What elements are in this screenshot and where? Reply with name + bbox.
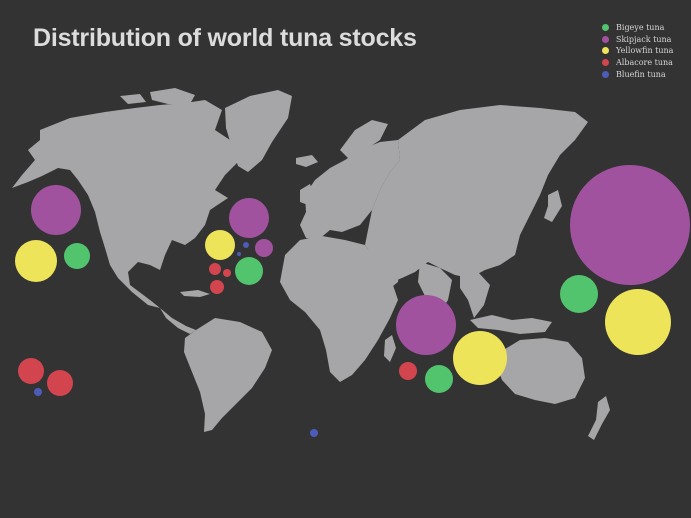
- maritime-southeast-asia: [470, 315, 552, 334]
- asia: [365, 105, 588, 282]
- canadian-arctic-islands: [120, 88, 195, 104]
- legend-label-bigeye: Bigeye tuna: [616, 23, 665, 33]
- bubble-skipjack-atlantic-small: [255, 239, 273, 257]
- legend-label-albacore: Albacore tuna: [616, 58, 673, 68]
- bubble-yellowfin-west-pacific: [605, 289, 671, 355]
- arabian-peninsula: [365, 248, 400, 290]
- landmasses: [12, 88, 610, 440]
- tuna-stock-bubbles: [15, 165, 690, 437]
- bubble-albacore-indian: [399, 362, 417, 380]
- madagascar: [384, 335, 396, 362]
- legend-label-skipjack: Skipjack tuna: [616, 34, 672, 44]
- chart-title: Distribution of world tuna stocks: [33, 24, 417, 52]
- legend: Bigeye tuna Skipjack tuna Yellowfin tuna…: [602, 22, 673, 80]
- bubble-skipjack-east-pacific: [31, 185, 81, 235]
- legend-item-yellowfin: Yellowfin tuna: [602, 45, 673, 57]
- bubble-albacore-atlantic-3: [210, 280, 224, 294]
- bubble-albacore-south-pacific-1: [18, 358, 44, 384]
- japan: [544, 190, 562, 222]
- legend-swatch-albacore: [602, 59, 609, 67]
- legend-swatch-skipjack: [602, 35, 609, 43]
- north-america: [12, 100, 240, 308]
- bubble-albacore-atlantic-2: [223, 269, 231, 277]
- bubble-bluefin-atlantic-1: [243, 242, 249, 248]
- south-america: [184, 318, 272, 432]
- africa: [280, 236, 398, 382]
- central-america: [160, 308, 196, 334]
- bubble-albacore-south-pacific-2: [47, 370, 73, 396]
- legend-item-bigeye: Bigeye tuna: [602, 22, 673, 34]
- bubble-albacore-atlantic-1: [209, 263, 221, 275]
- bubble-yellowfin-east-pacific: [15, 240, 57, 282]
- bubble-bigeye-east-pacific: [64, 243, 90, 269]
- legend-label-yellowfin: Yellowfin tuna: [616, 46, 674, 56]
- caribbean-islands: [180, 290, 210, 297]
- legend-item-albacore: Albacore tuna: [602, 57, 673, 69]
- bubble-bluefin-atlantic-2: [237, 252, 241, 256]
- legend-label-bluefin: Bluefin tuna: [616, 69, 666, 79]
- legend-swatch-yellowfin: [602, 47, 609, 55]
- legend-swatch-bigeye: [602, 24, 609, 32]
- bubble-bluefin-south-atlantic: [310, 429, 318, 437]
- legend-item-bluefin: Bluefin tuna: [602, 68, 673, 80]
- europe: [300, 140, 400, 240]
- legend-swatch-bluefin: [602, 70, 609, 78]
- bubble-yellowfin-atlantic: [205, 230, 235, 260]
- bubble-skipjack-atlantic: [229, 198, 269, 238]
- british-isles: [300, 184, 314, 205]
- indochina: [460, 272, 490, 318]
- bubble-bluefin-south-pacific: [34, 388, 42, 396]
- new-zealand: [588, 396, 610, 440]
- bubble-skipjack-indian: [396, 295, 456, 355]
- australia: [496, 338, 585, 404]
- bubble-skipjack-west-pacific: [570, 165, 690, 285]
- iceland: [296, 155, 318, 167]
- bubble-bigeye-atlantic: [235, 257, 263, 285]
- bubble-bigeye-west-pacific: [560, 275, 598, 313]
- bubble-bigeye-indian: [425, 365, 453, 393]
- scandinavia: [340, 120, 388, 160]
- legend-item-skipjack: Skipjack tuna: [602, 34, 673, 46]
- greenland: [225, 90, 292, 172]
- bubble-yellowfin-indian: [453, 331, 507, 385]
